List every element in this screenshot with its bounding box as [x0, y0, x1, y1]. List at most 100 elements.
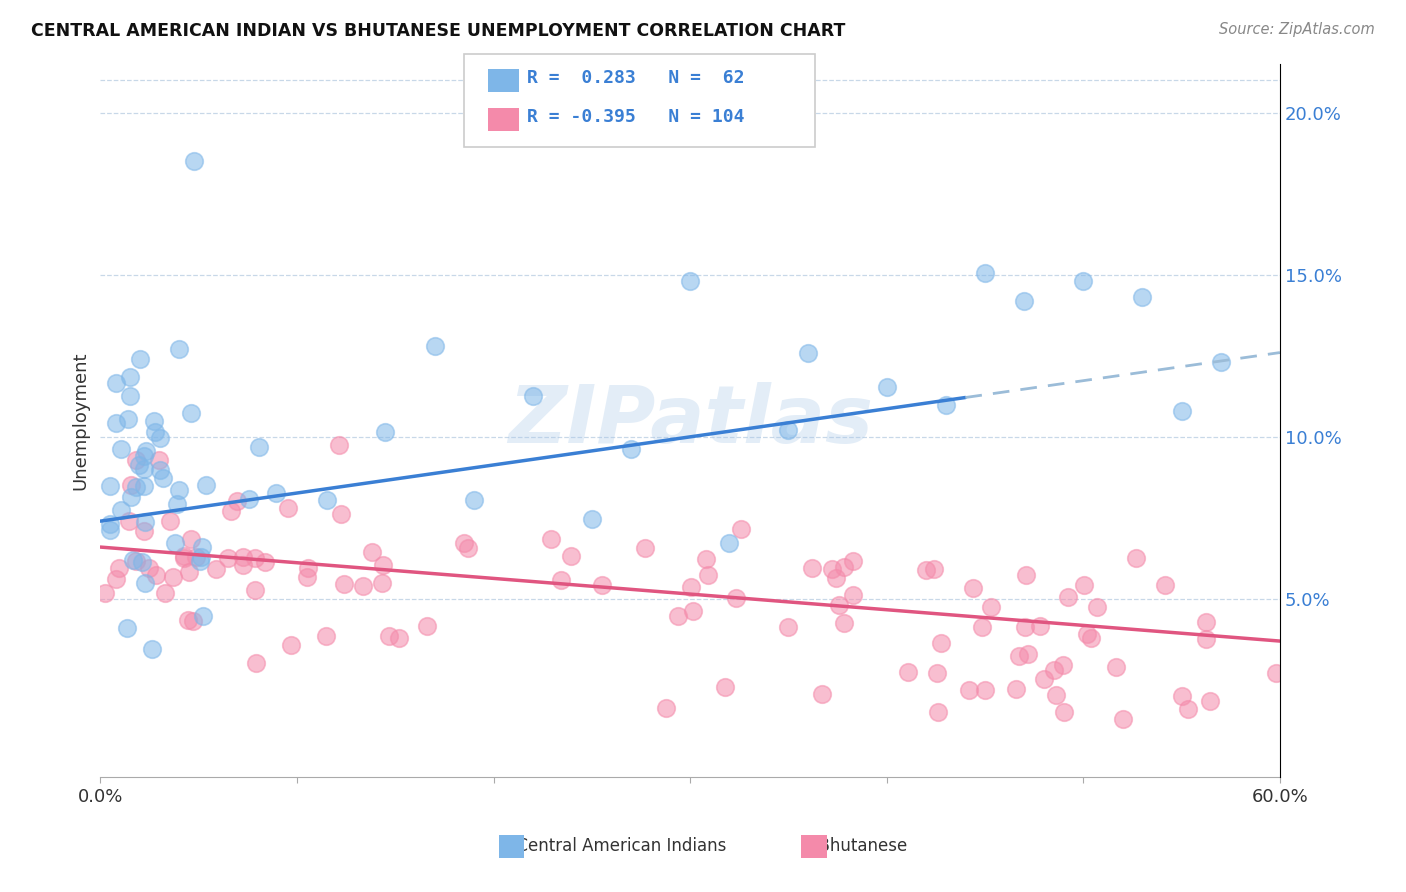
Point [1154, 578, 1177, 592]
Point [243, 582, 266, 597]
Point [134, 575, 156, 590]
Point [247, 440, 270, 454]
Point [1080, 631, 1102, 645]
Point [1195, 632, 1218, 646]
Point [205, 562, 228, 576]
Point [181, 614, 204, 628]
Point [695, 552, 717, 566]
Text: ZIPatlas: ZIPatlas [508, 382, 873, 459]
Point [1170, 689, 1192, 703]
Point [177, 613, 200, 627]
Point [797, 345, 820, 359]
Point [725, 591, 748, 605]
Point [120, 389, 142, 403]
Point [145, 568, 167, 582]
Point [266, 485, 288, 500]
Point [124, 452, 146, 467]
Point [1045, 689, 1067, 703]
Point [131, 556, 153, 570]
Point [104, 417, 127, 431]
Point [1199, 694, 1222, 708]
Point [124, 480, 146, 494]
Point [128, 458, 150, 473]
Point [245, 656, 267, 670]
Point [1014, 619, 1036, 633]
Point [254, 555, 277, 569]
Point [550, 573, 572, 587]
Point [138, 560, 160, 574]
Text: R =  0.283   N =  62: R = 0.283 N = 62 [527, 69, 745, 87]
Point [810, 688, 832, 702]
Point [935, 398, 957, 412]
Point [183, 154, 205, 169]
Point [120, 491, 142, 505]
Point [927, 665, 949, 680]
Point [328, 437, 350, 451]
Point [143, 425, 166, 439]
Point [159, 514, 181, 528]
Point [173, 549, 195, 564]
Point [1195, 615, 1218, 629]
Point [974, 682, 997, 697]
Point [186, 549, 208, 564]
Point [922, 562, 945, 576]
Text: Source: ZipAtlas.com: Source: ZipAtlas.com [1219, 22, 1375, 37]
Point [107, 560, 129, 574]
Point [316, 492, 339, 507]
Point [132, 524, 155, 538]
Point [1073, 274, 1095, 288]
Text: CENTRAL AMERICAN INDIAN VS BHUTANESE UNEMPLOYMENT CORRELATION CHART: CENTRAL AMERICAN INDIAN VS BHUTANESE UNE… [31, 22, 845, 40]
Point [152, 471, 174, 485]
Point [634, 541, 657, 555]
Point [388, 631, 411, 645]
Point [297, 561, 319, 575]
Point [105, 376, 128, 391]
Point [277, 500, 299, 515]
Point [1056, 590, 1078, 604]
Point [194, 477, 217, 491]
Point [1177, 702, 1199, 716]
Point [1033, 673, 1056, 687]
Text: Bhutanese: Bhutanese [808, 837, 908, 855]
Point [1104, 660, 1126, 674]
Point [238, 492, 260, 507]
Point [1073, 577, 1095, 591]
Point [560, 549, 582, 563]
Point [280, 638, 302, 652]
Point [591, 577, 613, 591]
Point [1017, 647, 1039, 661]
Point [118, 514, 141, 528]
Point [167, 342, 190, 356]
Point [423, 339, 446, 353]
Point [876, 380, 898, 394]
Point [105, 572, 128, 586]
Point [232, 550, 254, 565]
Point [825, 571, 848, 585]
Point [110, 442, 132, 456]
Point [962, 581, 984, 595]
Point [842, 554, 865, 568]
Point [190, 540, 212, 554]
Point [177, 565, 200, 579]
Point [714, 681, 737, 695]
Point [98, 523, 121, 537]
Point [453, 536, 475, 550]
Point [696, 568, 718, 582]
Point [1052, 657, 1074, 672]
Point [191, 608, 214, 623]
Text: R = -0.395   N = 104: R = -0.395 N = 104 [527, 108, 745, 126]
Point [132, 450, 155, 464]
Point [416, 619, 439, 633]
Point [959, 683, 981, 698]
Point [776, 620, 799, 634]
Point [180, 532, 202, 546]
Point [134, 516, 156, 530]
Point [142, 414, 165, 428]
Point [972, 620, 994, 634]
Point [148, 452, 170, 467]
Point [832, 559, 855, 574]
Point [110, 502, 132, 516]
Point [173, 550, 195, 565]
Point [135, 444, 157, 458]
Point [169, 483, 191, 497]
